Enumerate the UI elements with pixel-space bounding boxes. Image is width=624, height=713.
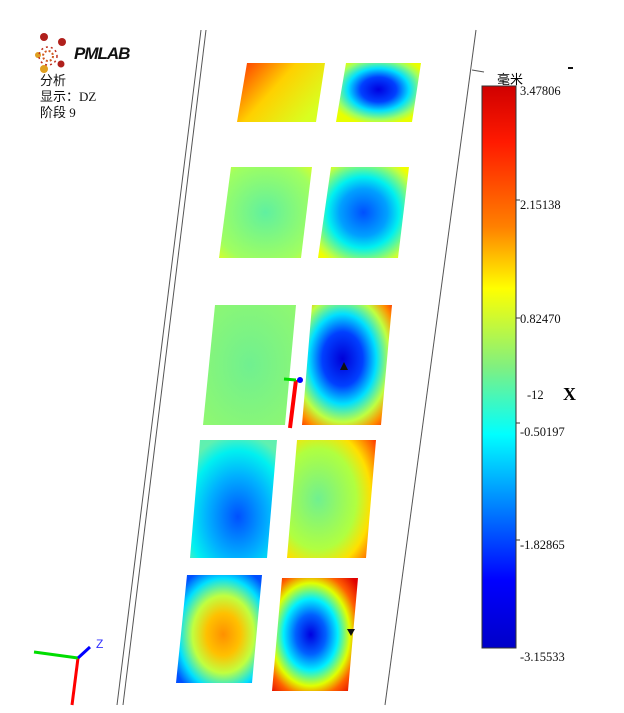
plate-r1-right[interactable]: [336, 63, 421, 122]
plate-r4-right[interactable]: [287, 440, 376, 558]
legend-label-min: -3.15533: [520, 650, 565, 664]
colorbar: [481, 85, 517, 649]
contour-plates: [176, 63, 421, 691]
result-info: 分析 显示：DZ 阶段 9: [40, 73, 96, 121]
global-axis-triad: Z: [33, 637, 103, 706]
plate-r2-left[interactable]: [219, 167, 312, 258]
z-axis-label: Z: [96, 637, 103, 651]
model-outline: [116, 29, 573, 706]
legend-label: 2.15138: [520, 198, 561, 212]
pmlab-logo: PMLAB: [32, 28, 162, 73]
plate-r4-left[interactable]: [190, 440, 277, 558]
legend-label: -0.50197: [520, 425, 565, 439]
display-label: 显示：DZ: [40, 89, 97, 104]
color-legend: [481, 85, 520, 649]
legend-label-max: 3.47806: [520, 84, 561, 98]
legend-unit: 毫米: [497, 72, 524, 87]
legend-label: 0.82470: [520, 312, 561, 326]
analysis-label: 分析: [40, 73, 67, 88]
legend-label: -1.82865: [520, 538, 565, 552]
x-axis-label: X: [563, 384, 576, 404]
logo-dots-icon: [35, 33, 66, 73]
min-marker-icon: [347, 629, 355, 636]
plate-r5-left[interactable]: [176, 575, 262, 683]
max-marker-icon: [340, 362, 348, 370]
plate-r1-left[interactable]: [237, 63, 325, 122]
plate-r5-right[interactable]: [272, 578, 358, 691]
logo-text: PMLAB: [74, 44, 130, 63]
local-axis-triad: [283, 377, 303, 429]
plate-r2-right[interactable]: [318, 167, 409, 258]
plate-r3-right[interactable]: [302, 305, 392, 425]
legend-label: -12: [527, 388, 544, 402]
plate-r3-left[interactable]: [203, 305, 296, 425]
stage-label: 阶段 9: [40, 105, 76, 120]
